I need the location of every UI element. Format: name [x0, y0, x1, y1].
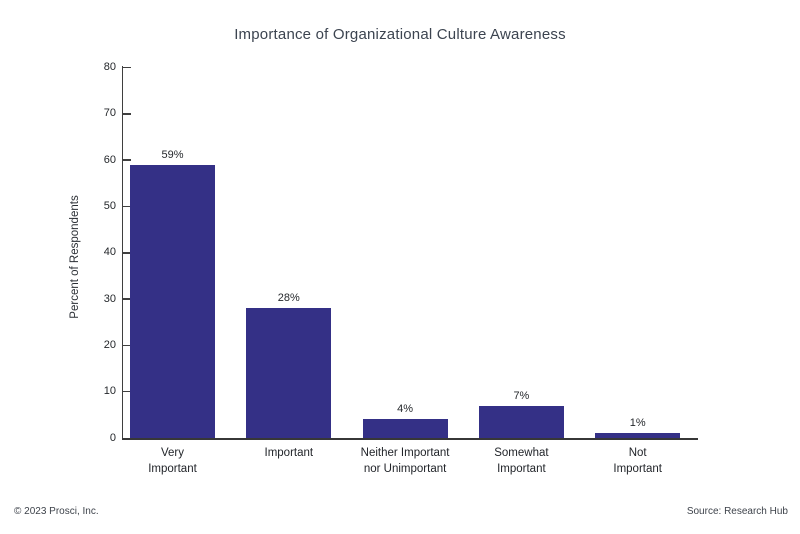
- y-axis-tick-70: [122, 113, 131, 115]
- y-axis-tick-10: [122, 390, 131, 393]
- bar-value-label-important: 28%: [277, 292, 300, 305]
- bar-somewhat-important: [478, 405, 564, 438]
- y-axis-tick-label-50: 50: [103, 199, 116, 212]
- bar-very-important: [130, 164, 215, 438]
- y-axis-tick-80: [122, 66, 131, 69]
- x-axis-line: [121, 437, 698, 440]
- bar-value-label-not-important: 1%: [629, 417, 646, 430]
- y-axis-tick-20: [122, 344, 131, 347]
- y-axis-tick-label-80: 80: [103, 61, 116, 74]
- x-axis-category-label-line: Important: [148, 463, 197, 475]
- x-axis-category-label-line: nor Unimportant: [363, 463, 447, 475]
- x-axis-category-label-line: Important: [497, 463, 546, 475]
- y-axis-tick-label-70: 70: [103, 107, 116, 120]
- y-axis-tick-60: [122, 159, 131, 161]
- x-axis-category-label-line: Important: [613, 463, 662, 475]
- bar-important: [246, 308, 332, 438]
- y-axis-tick-30: [122, 298, 131, 300]
- chart-title: Importance of Organizational Culture Awa…: [234, 26, 566, 43]
- x-axis-category-label-somewhat-important: Somewhat Important: [451, 445, 591, 477]
- bar-value-label-neither-important-nor-unimportant: 4%: [397, 403, 414, 416]
- bar-neither-important-nor-unimportant: [362, 419, 448, 438]
- y-axis-tick-label-0: 0: [109, 431, 116, 444]
- y-axis-tick-50: [122, 205, 131, 208]
- x-axis-category-label-not-important: Not Important: [568, 445, 708, 477]
- x-axis-category-label-neither-important-nor-unimportant: Neither Important nor Unimportant: [335, 445, 475, 477]
- y-axis-tick-label-40: 40: [103, 246, 116, 259]
- bar-value-label-somewhat-important: 7%: [513, 389, 530, 402]
- x-axis-category-label-line: Important: [264, 447, 314, 459]
- y-axis-tick-label-10: 10: [103, 385, 116, 398]
- x-axis-category-label-line: Neither Important: [360, 447, 450, 459]
- y-axis-tick-label-30: 30: [103, 292, 116, 305]
- y-axis-tick-40: [122, 252, 131, 254]
- x-axis-category-label-very-important: Very Important: [103, 445, 243, 477]
- x-axis-category-label-line: Somewhat: [494, 447, 549, 459]
- x-axis-category-label-important: Important: [219, 445, 359, 461]
- y-axis-tick-label-20: 20: [103, 338, 116, 351]
- bar-not-important: [595, 433, 681, 438]
- source-text: Source: Research Hub: [686, 506, 788, 517]
- x-axis-category-label-line: Very: [160, 447, 184, 459]
- x-axis-category-label-line: Not: [628, 447, 647, 459]
- copyright-text: © 2023 Prosci, Inc.: [14, 506, 99, 517]
- bar-value-label-very-important: 59%: [161, 148, 184, 161]
- y-axis-tick-label-60: 60: [103, 153, 116, 166]
